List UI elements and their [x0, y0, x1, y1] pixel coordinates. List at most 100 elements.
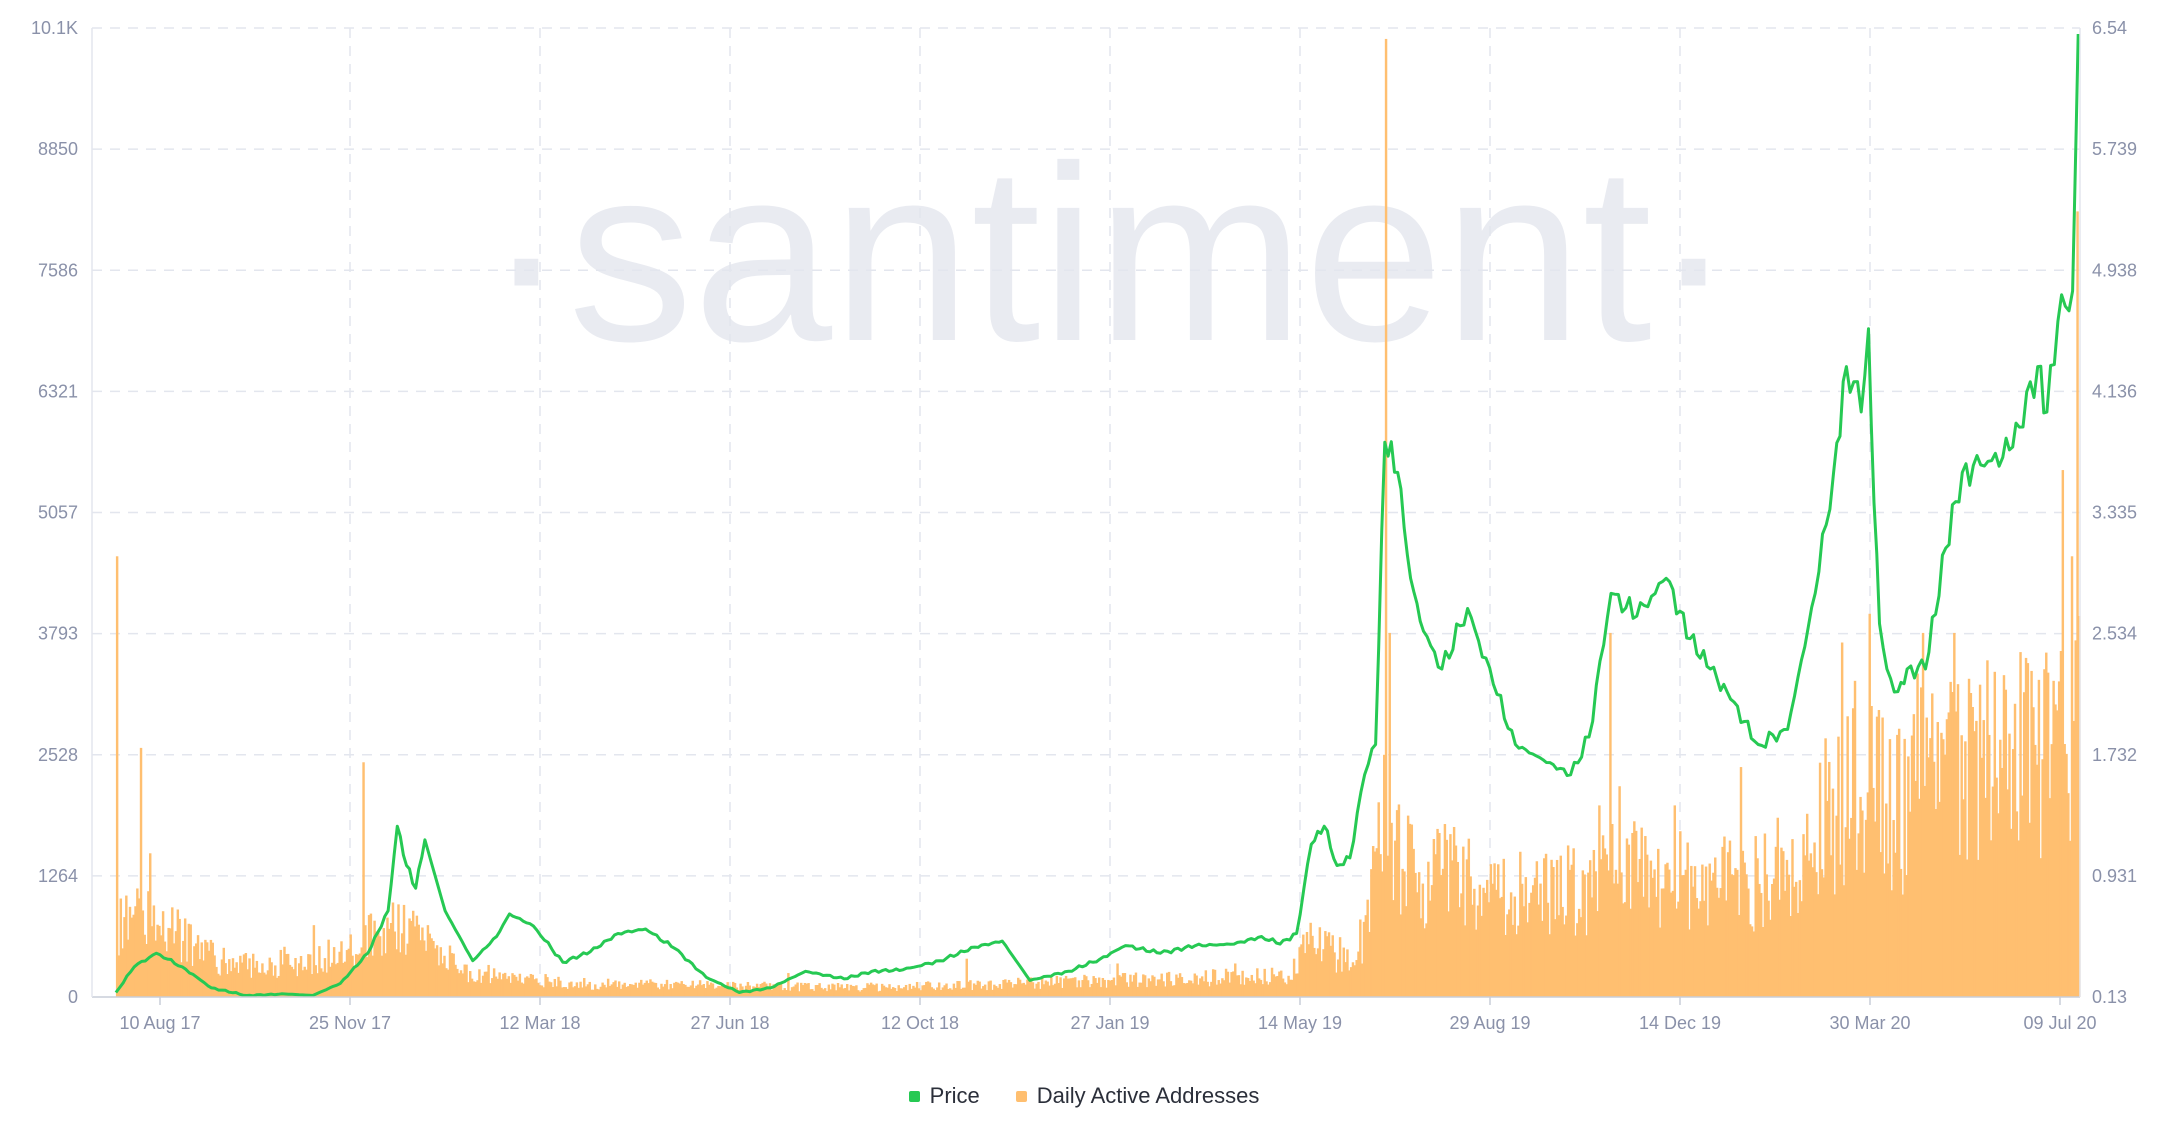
address-bar [213, 955, 216, 997]
address-bar [1824, 738, 1827, 997]
address-bar [662, 986, 665, 997]
address-bar [491, 978, 494, 997]
address-bar [1638, 858, 1642, 997]
address-bar [818, 983, 821, 997]
address-bar [1964, 741, 1967, 997]
address-bar [2052, 680, 2055, 997]
address-bar [154, 940, 157, 997]
address-bar [1009, 982, 1013, 997]
address-bar [268, 957, 271, 997]
address-bar [1625, 838, 1629, 997]
address-bar [323, 958, 327, 997]
address-bar [1140, 982, 1143, 997]
address-bar [180, 962, 183, 997]
address-bar [544, 974, 547, 997]
address-bar [1028, 977, 1031, 997]
address-bar [1394, 840, 1397, 997]
address-bar [126, 939, 130, 997]
address-bar [726, 982, 729, 997]
address-bar [1736, 869, 1739, 997]
address-bar [1193, 973, 1197, 997]
address-bar [430, 938, 433, 997]
address-bar [1677, 901, 1680, 997]
address-bar [275, 977, 279, 997]
address-bar [893, 988, 897, 997]
address-bar [2045, 652, 2048, 997]
address-bar [1029, 977, 1033, 997]
address-bar [954, 987, 957, 997]
x-tick-label: 29 Aug 19 [1449, 1013, 1530, 1033]
address-bar [645, 980, 648, 997]
address-bar [489, 983, 492, 997]
address-bar [1756, 858, 1759, 997]
address-bar [1458, 907, 1461, 997]
address-bar [1006, 982, 1009, 997]
address-bar [1660, 888, 1664, 997]
address-bar [143, 934, 146, 997]
address-bar [820, 987, 823, 997]
address-bar [928, 982, 932, 997]
y-left-tick-label: 2528 [38, 745, 78, 765]
address-bar [673, 982, 676, 997]
address-bar [1342, 947, 1345, 997]
address-bar [969, 980, 972, 997]
address-bar [141, 910, 145, 997]
address-bar [853, 986, 856, 997]
address-bar [1778, 899, 1781, 997]
address-bar [1425, 923, 1428, 997]
address-bar [400, 933, 404, 997]
address-bar [1059, 977, 1062, 997]
address-bar [1160, 973, 1163, 997]
address-bar [1002, 979, 1005, 997]
address-bar [914, 987, 917, 997]
address-bar [314, 965, 317, 997]
address-bar [1206, 981, 1209, 997]
y-left-tick-label: 3793 [38, 624, 78, 644]
address-bar [1265, 981, 1268, 997]
address-bar [570, 981, 573, 997]
address-bar [1583, 874, 1586, 997]
address-bar [1999, 739, 2002, 997]
address-bar [796, 982, 799, 997]
legend-item-daily-active-addresses[interactable]: Daily Active Addresses [1015, 1083, 1259, 1109]
address-bar [1815, 872, 1818, 997]
legend-item-price[interactable]: Price [908, 1083, 980, 1109]
address-bar [617, 981, 621, 997]
address-bar [1046, 981, 1049, 997]
address-bar [647, 983, 650, 997]
address-bar [1754, 836, 1757, 997]
address-bar [469, 971, 472, 997]
address-bar [996, 987, 1000, 997]
address-bar [459, 970, 463, 997]
address-bar [218, 975, 222, 997]
address-bar [1037, 981, 1040, 997]
address-bar [1362, 921, 1366, 997]
address-bar [1248, 980, 1252, 997]
address-bar [822, 989, 825, 997]
x-tick-label: 12 Oct 18 [881, 1013, 959, 1033]
address-bar [1239, 984, 1242, 997]
address-bar [654, 982, 658, 997]
address-bar [805, 983, 808, 997]
address-bar [586, 984, 590, 997]
address-bar [191, 965, 194, 997]
address-bar [1224, 968, 1228, 997]
address-bar [1107, 979, 1110, 997]
address-bar [1417, 872, 1421, 997]
address-bar [847, 990, 851, 997]
address-bar [1894, 852, 1897, 997]
address-bar [1627, 844, 1631, 997]
address-bar [1462, 846, 1465, 997]
address-bar [1572, 848, 1575, 997]
address-bar [1230, 972, 1233, 997]
address-bar [481, 975, 485, 997]
address-bar [1208, 986, 1211, 997]
y-right-tick-label: 5.739 [2092, 139, 2137, 159]
address-bar [976, 980, 980, 997]
address-bar [424, 950, 428, 997]
address-bar [1548, 934, 1551, 997]
address-bar [1292, 958, 1296, 997]
address-bar [200, 942, 203, 997]
address-bar [1669, 892, 1673, 997]
address-bar [1031, 982, 1035, 997]
